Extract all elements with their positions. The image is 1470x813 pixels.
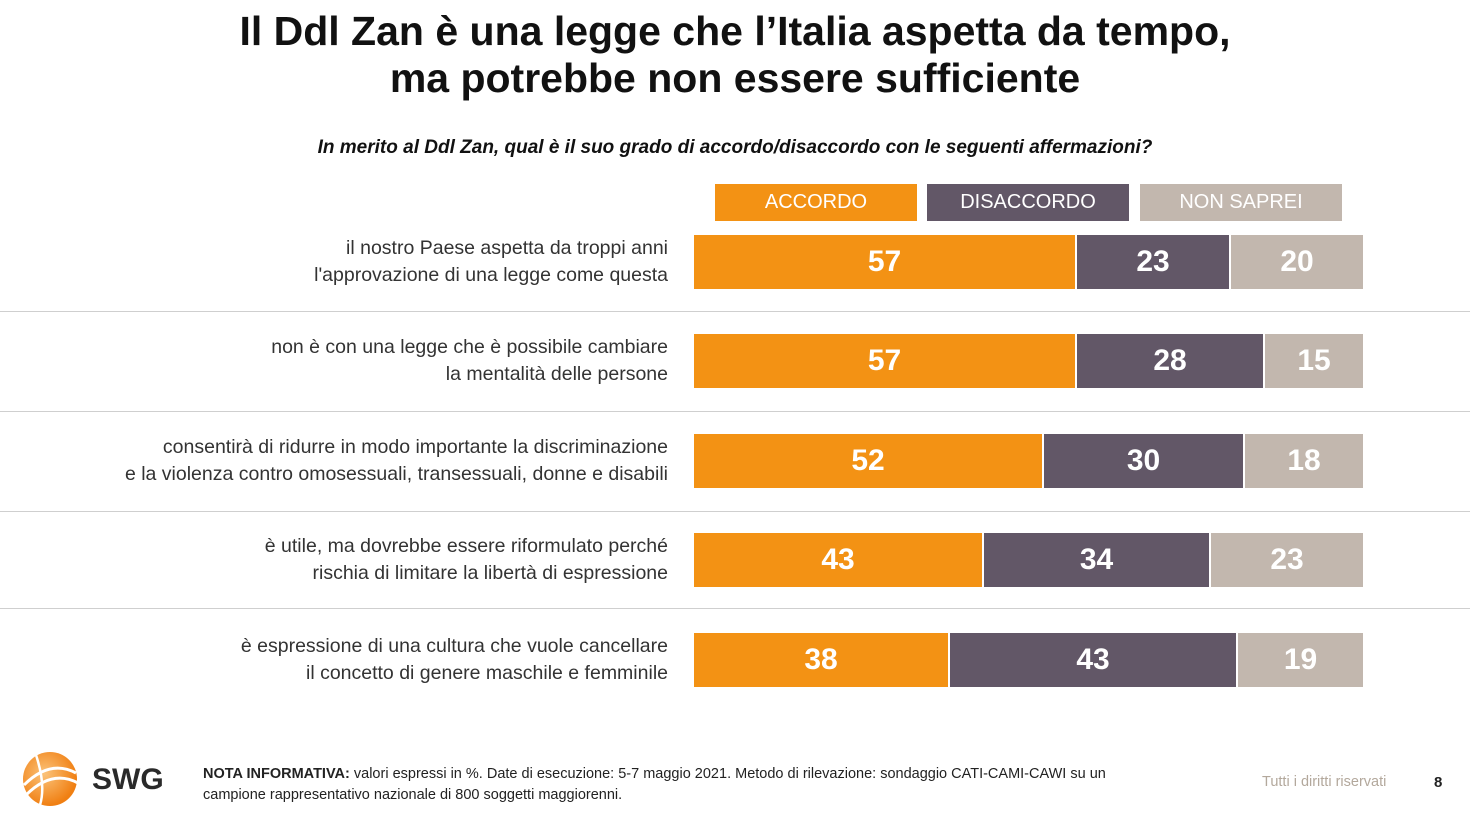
bar-row: 43 34 23: [694, 533, 1363, 587]
row-divider: [0, 511, 1470, 512]
row-label-line: l'approvazione di una legge come questa: [314, 264, 668, 286]
bar-segment-disaccordo: 34: [982, 533, 1209, 587]
row-label: è utile, ma dovrebbe essere riformulato …: [40, 533, 668, 587]
bar-segment-accordo: 38: [694, 633, 948, 687]
informative-note: NOTA INFORMATIVA: valori espressi in %. …: [203, 764, 1163, 806]
bar-segment-non-saprei: 15: [1263, 334, 1363, 388]
legend-item-non-saprei: NON SAPREI: [1140, 184, 1342, 221]
bar-segment-disaccordo: 30: [1042, 434, 1243, 488]
note-label: NOTA INFORMATIVA:: [203, 766, 350, 782]
swg-logo: SWG: [22, 752, 164, 806]
row-label-line: consentirà di ridurre in modo importante…: [162, 436, 668, 458]
row-label-line: rischia di limitare la libertà di espres…: [312, 562, 669, 584]
row-label: il nostro Paese aspetta da troppi anni l'…: [40, 235, 668, 289]
row-label-line: è espressione di una cultura che vuole c…: [240, 635, 668, 657]
page-title: Il Ddl Zan è una legge che l’Italia aspe…: [0, 8, 1470, 102]
row-label: non è con una legge che è possibile camb…: [40, 334, 668, 388]
bar-segment-accordo: 52: [694, 434, 1042, 488]
legend-item-accordo: ACCORDO: [715, 184, 917, 221]
bar-segment-non-saprei: 19: [1236, 633, 1363, 687]
row-label-line: il nostro Paese aspetta da troppi anni: [346, 237, 668, 259]
row-divider: [0, 411, 1470, 412]
bar-segment-accordo: 57: [694, 235, 1075, 289]
bar-row: 57 28 15: [694, 334, 1363, 388]
row-label-line: non è con una legge che è possibile camb…: [271, 336, 668, 358]
bar-row: 38 43 19: [694, 633, 1363, 687]
bar-row: 57 23 20: [694, 235, 1363, 289]
bar-segment-accordo: 43: [694, 533, 982, 587]
bar-row: 52 30 18: [694, 434, 1363, 488]
title-line-2: ma potrebbe non essere sufficiente: [389, 55, 1081, 101]
rights-text: Tutti i diritti riservati: [1262, 774, 1387, 790]
row-label-line: il concetto di genere maschile e femmini…: [305, 662, 668, 684]
bar-segment-disaccordo: 43: [948, 633, 1236, 687]
note-text: valori espressi in %. Date di esecuzione…: [203, 766, 1106, 803]
row-label-line: la mentalità delle persone: [445, 363, 668, 385]
bar-segment-non-saprei: 20: [1229, 235, 1363, 289]
bar-segment-non-saprei: 23: [1209, 533, 1363, 587]
row-label-line: è utile, ma dovrebbe essere riformulato …: [264, 535, 668, 557]
bar-segment-accordo: 57: [694, 334, 1075, 388]
row-divider: [0, 608, 1470, 609]
legend-item-disaccordo: DISACCORDO: [927, 184, 1129, 221]
title-line-1: Il Ddl Zan è una legge che l’Italia aspe…: [239, 8, 1231, 54]
survey-question: In merito al Ddl Zan, qual è il suo grad…: [317, 137, 1153, 158]
page-number: 8: [1434, 774, 1443, 791]
row-divider: [0, 311, 1470, 312]
bar-segment-non-saprei: 18: [1243, 434, 1363, 488]
row-label-line: e la violenza contro omosessuali, transe…: [124, 463, 668, 485]
bar-segment-disaccordo: 28: [1075, 334, 1263, 388]
logo-text: SWG: [92, 763, 164, 796]
row-label: consentirà di ridurre in modo importante…: [40, 434, 668, 488]
row-label: è espressione di una cultura che vuole c…: [40, 633, 668, 687]
bar-segment-disaccordo: 23: [1075, 235, 1229, 289]
